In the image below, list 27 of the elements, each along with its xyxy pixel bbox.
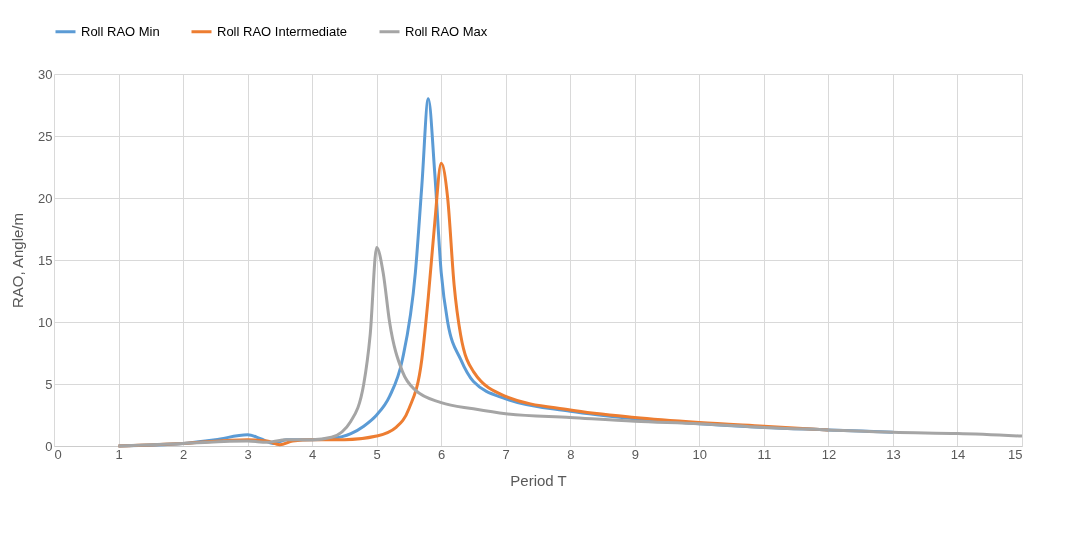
- x-tick-label: 11: [757, 446, 772, 462]
- line-series: [117, 246, 1024, 448]
- legend-label: Roll RAO Max: [405, 23, 488, 39]
- y-tick-label: 5: [45, 376, 53, 392]
- x-tick-label: 13: [886, 446, 901, 462]
- x-tick-label: 1: [115, 446, 123, 462]
- x-tick-label: 10: [692, 446, 708, 462]
- y-tick-label: 20: [38, 190, 53, 206]
- y-axis-title: RAO, Angle/m: [9, 212, 27, 309]
- y-tick-label: 15: [38, 252, 53, 268]
- legend-label: Roll RAO Min: [81, 23, 160, 39]
- x-tick-label: 6: [438, 446, 446, 462]
- x-tick-label: 9: [631, 446, 639, 462]
- x-axis-title: Period T: [510, 471, 567, 489]
- x-tick-label: 8: [567, 446, 575, 462]
- x-tick-label: 12: [821, 446, 837, 462]
- x-tick-label: 15: [1008, 446, 1023, 462]
- x-tick-label: 7: [502, 446, 510, 462]
- x-tick-label: 3: [244, 446, 252, 462]
- y-tick-label: 10: [38, 314, 53, 330]
- x-tick-label: 5: [373, 446, 381, 462]
- legend-label: Roll RAO Intermediate: [217, 23, 348, 39]
- x-tick-label: 2: [179, 446, 188, 462]
- y-tick-label: 30: [38, 66, 53, 82]
- x-tick-label: 14: [950, 446, 966, 462]
- y-tick-label: 25: [38, 128, 53, 144]
- x-tick-label: 4: [309, 446, 317, 462]
